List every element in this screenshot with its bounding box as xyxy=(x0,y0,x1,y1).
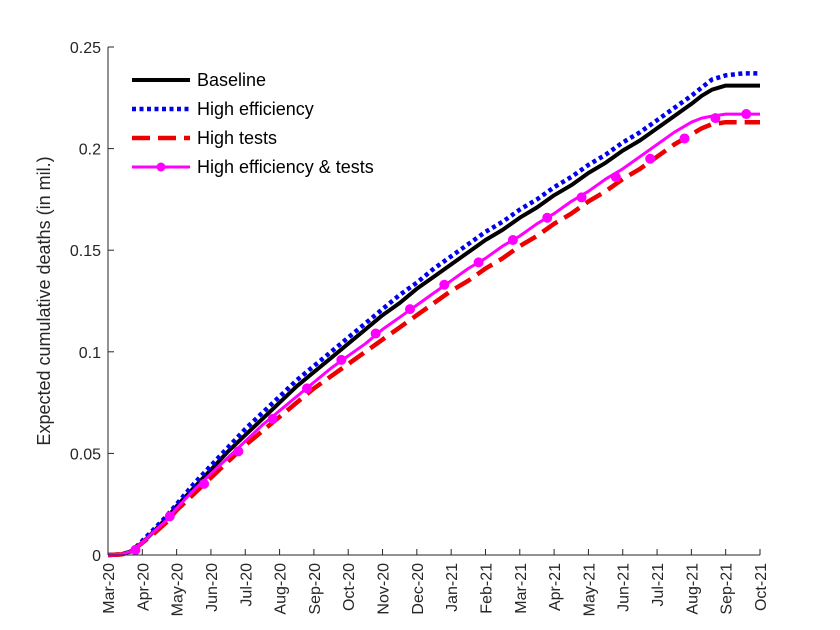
x-tick-label: Mar-21 xyxy=(513,563,530,614)
series-marker xyxy=(507,235,518,246)
x-tick-label: Oct-21 xyxy=(753,563,770,611)
series-marker xyxy=(404,304,415,315)
series-marker xyxy=(610,172,621,183)
legend: Baseline High efficiency High tests High ef… xyxy=(132,70,374,177)
y-ticks: 0 0.05 0.1 0.15 0.2 0.25 xyxy=(70,40,114,565)
y-tick-label: 0.2 xyxy=(79,142,101,159)
series-marker xyxy=(302,383,313,394)
series-line-high-efficiency-tests xyxy=(107,112,760,557)
series-marker xyxy=(741,109,752,120)
x-tick-label: Jan-21 xyxy=(444,563,461,612)
x-tick-label: Dec-20 xyxy=(410,563,427,615)
y-tick-label: 0.25 xyxy=(70,40,101,57)
legend-item-high-tests: High tests xyxy=(132,128,277,148)
y-tick-label: 0.1 xyxy=(79,345,101,362)
y-tick-label: 0.15 xyxy=(70,243,101,260)
series-marker xyxy=(542,212,553,223)
x-tick-label: Jun-21 xyxy=(616,563,633,612)
series-marker xyxy=(233,446,244,457)
series-line-high-efficiency xyxy=(107,71,760,558)
series-marker xyxy=(199,478,210,489)
y-axis-label: Expected cumulative deaths (in mil.) xyxy=(34,156,54,445)
x-tick-label: Jul-20 xyxy=(238,563,255,607)
series-marker xyxy=(679,133,690,144)
series-layer xyxy=(107,71,760,558)
series-marker xyxy=(710,113,721,124)
x-tick-label: Oct-20 xyxy=(341,563,358,611)
x-ticks: Mar-20 Apr-20 May-20 Jun-20 Jul-20 Aug-20 Sep-… xyxy=(101,549,770,616)
x-tick-label: Apr-21 xyxy=(547,563,564,611)
x-tick-label: Aug-20 xyxy=(273,563,290,615)
legend-label: High efficiency & tests xyxy=(197,157,374,177)
series-marker xyxy=(370,328,381,339)
x-tick-label: Feb-21 xyxy=(478,563,495,614)
axes-layer xyxy=(107,47,760,556)
series-marker xyxy=(336,354,347,365)
x-tick-label: Sep-21 xyxy=(719,563,736,615)
x-tick-label: Mar-20 xyxy=(101,563,118,614)
legend-item-baseline: Baseline xyxy=(132,70,266,90)
x-tick-label: May-21 xyxy=(581,563,598,616)
series-marker xyxy=(576,192,587,203)
legend-item-high-efficiency: High efficiency xyxy=(132,99,314,119)
x-tick-label: Jul-21 xyxy=(650,563,667,607)
series-marker xyxy=(645,153,656,164)
legend-label: High tests xyxy=(197,128,277,148)
series-marker xyxy=(164,511,175,522)
legend-item-high-efficiency-tests: High efficiency & tests xyxy=(132,157,374,177)
x-tick-label: Aug-21 xyxy=(684,563,701,615)
legend-label: High efficiency xyxy=(197,99,314,119)
series-marker xyxy=(439,279,450,290)
x-tick-label: Sep-20 xyxy=(307,563,324,615)
series-line-high-tests xyxy=(107,119,760,558)
legend-marker xyxy=(156,162,166,172)
series-marker xyxy=(130,544,141,555)
x-tick-label: Apr-20 xyxy=(135,563,152,611)
y-tick-label: 0 xyxy=(92,548,101,565)
x-tick-label: May-20 xyxy=(170,563,187,616)
series-marker xyxy=(473,257,484,268)
x-tick-label: Jun-20 xyxy=(204,563,221,612)
series-marker xyxy=(267,413,278,424)
y-tick-label: 0.05 xyxy=(70,446,101,463)
legend-label: Baseline xyxy=(197,70,266,90)
x-tick-label: Nov-20 xyxy=(376,563,393,615)
